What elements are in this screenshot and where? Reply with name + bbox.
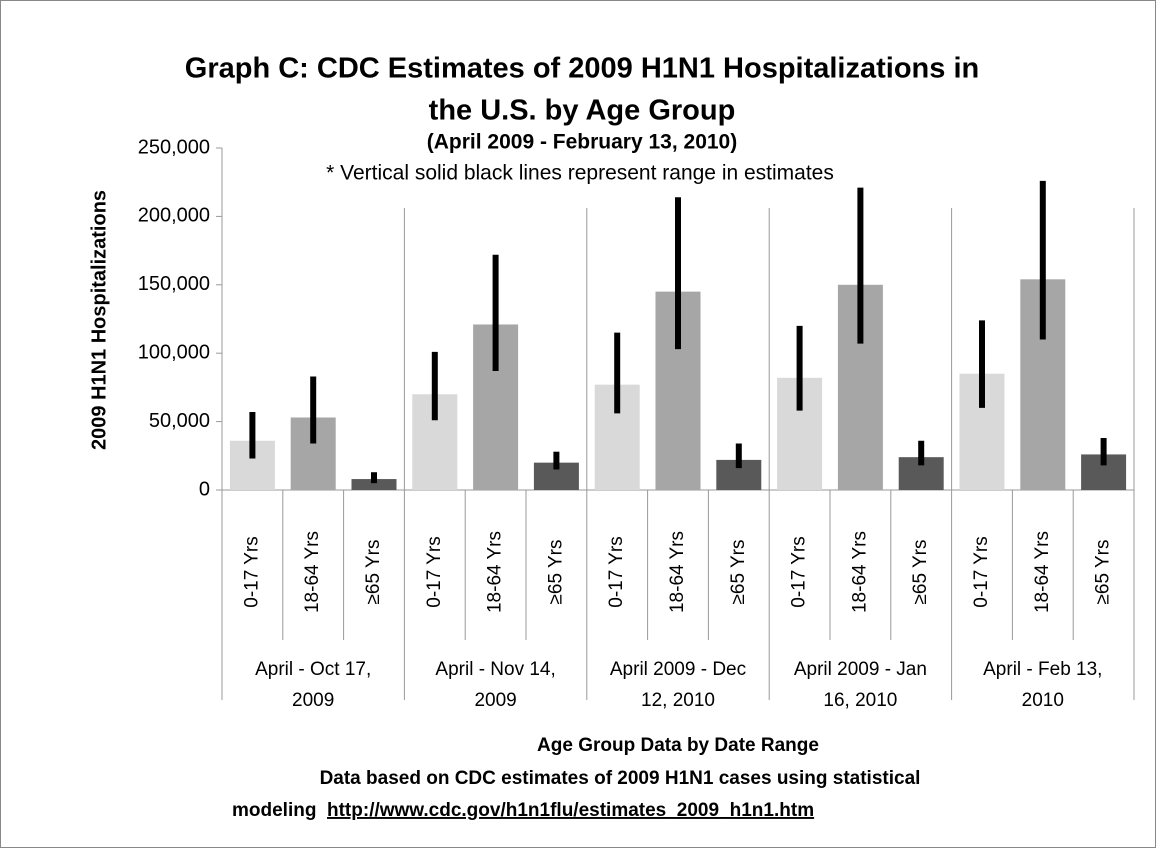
group-label: April 2009 - Jan [794,659,927,680]
y-tick-label: 250,000 [138,136,210,158]
bar [351,479,397,490]
y-tick-label: 50,000 [149,410,210,432]
group-label: April - Nov 14, [435,659,555,680]
y-tick-label: 200,000 [138,205,210,227]
x-tick-label: ≥65 Yrs [728,540,749,605]
group-label: 12, 2010 [641,690,715,711]
y-axis-label: 2009 H1N1 Hospitalizations [88,190,110,450]
group-label: 2009 [292,690,334,711]
x-tick-label: ≥65 Yrs [363,540,384,605]
x-tick-label: 18-64 Yrs [1032,531,1053,613]
group-label: 2009 [474,690,516,711]
group-label: April 2009 - Dec [610,659,746,680]
y-tick-label: 150,000 [138,273,210,295]
x-axis-label: Age Group Data by Date Range [537,735,819,756]
link[interactable]: http://www.cdc.gov/h1n1flu/estimates_200… [327,800,814,821]
x-tick-label: ≥65 Yrs [1093,540,1114,605]
x-tick-label: 0-17 Yrs [606,536,627,607]
x-tick-label: 0-17 Yrs [789,536,810,607]
x-tick-label: 0-17 Yrs [971,536,992,607]
chart-title: the U.S. by Age Group [429,95,736,127]
group-label: 2010 [1022,690,1064,711]
annotation: * Vertical solid black lines represent r… [326,162,834,185]
footnote: Data based on CDC estimates of 2009 H1N1… [320,768,921,789]
footnote: modeling [232,800,316,821]
x-tick-label: 18-64 Yrs [302,531,323,613]
group-label: April - Oct 17, [255,659,371,680]
x-tick-label: 0-17 Yrs [241,536,262,607]
y-tick-label: 0 [199,478,210,500]
y-tick-label: 100,000 [138,341,210,363]
x-tick-label: 18-64 Yrs [849,531,870,613]
x-tick-label: 0-17 Yrs [424,536,445,607]
subtitle: (April 2009 - February 13, 2010) [427,131,737,154]
x-tick-label: ≥65 Yrs [545,540,566,605]
group-label: April - Feb 13, [983,659,1102,680]
x-tick-label: 18-64 Yrs [667,531,688,613]
chart-title: Graph C: CDC Estimates of 2009 H1N1 Hosp… [185,53,979,85]
group-label: 16, 2010 [823,690,897,711]
x-tick-label: 18-64 Yrs [485,531,506,613]
x-tick-label: ≥65 Yrs [910,540,931,605]
